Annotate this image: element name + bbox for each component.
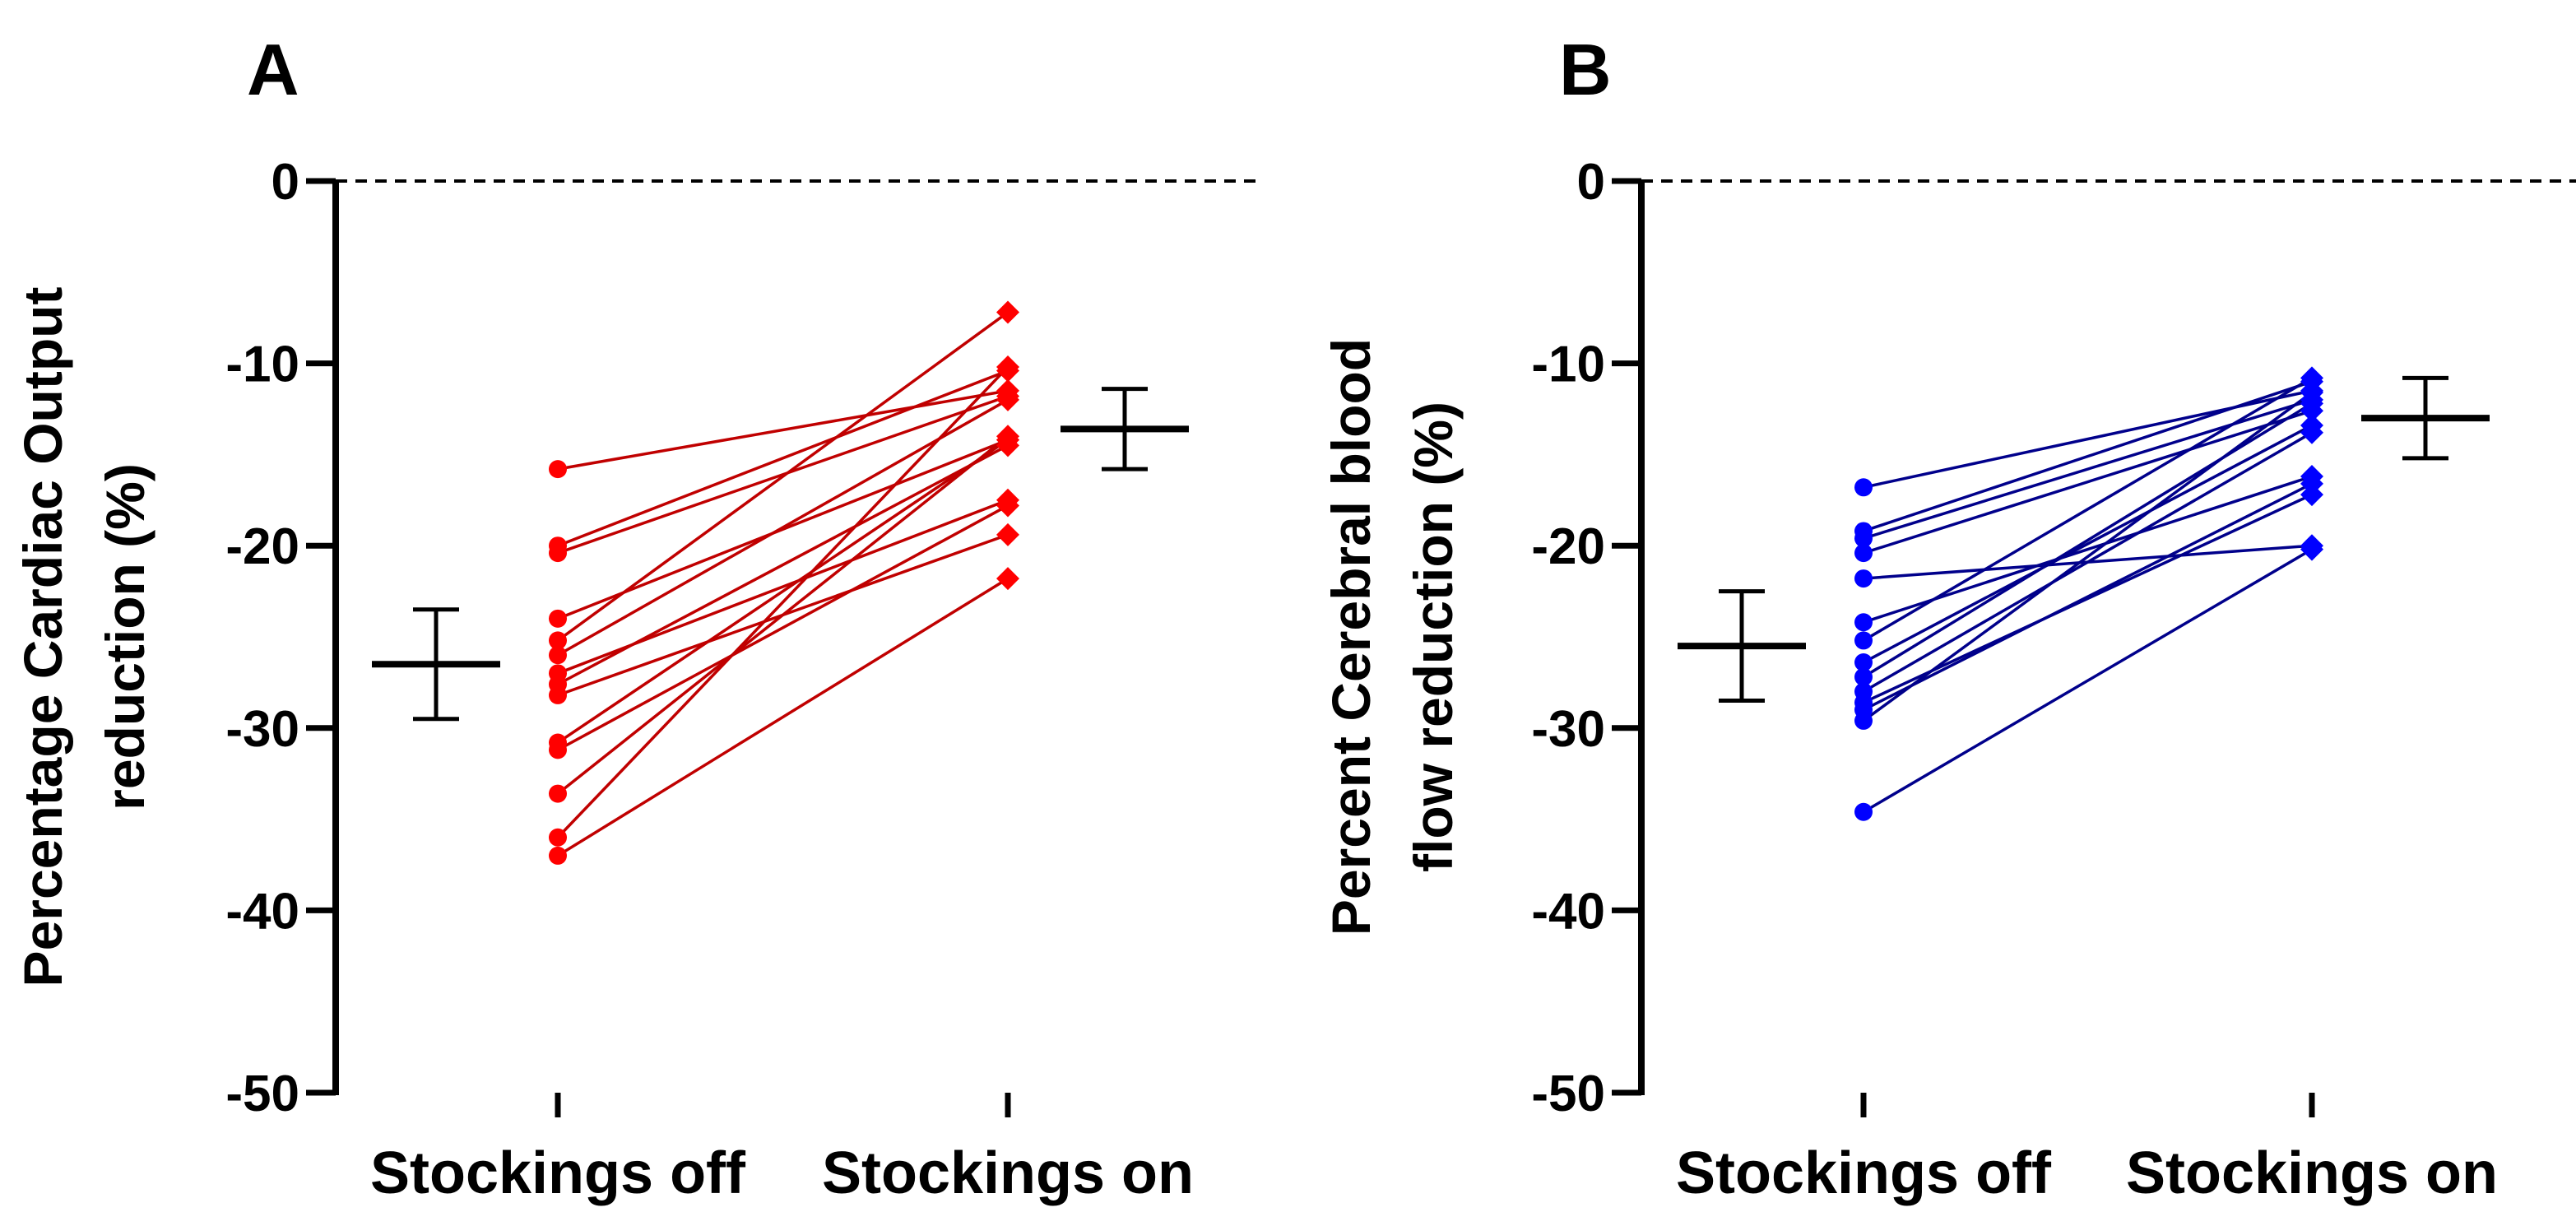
paired-line	[556, 434, 1010, 795]
y-tick-label: 0	[1577, 154, 1605, 211]
x-category-label: Stockings on	[2126, 1140, 2498, 1206]
x-category-label: Stockings off	[370, 1140, 746, 1206]
paired-line	[557, 369, 1009, 547]
data-point-on	[2300, 420, 2323, 444]
data-point-on	[2300, 537, 2323, 561]
y-tick-label: -20	[1531, 518, 1605, 575]
y-tick-label: -50	[225, 1066, 299, 1122]
summary-mean-error	[1678, 589, 1806, 704]
data-point-off	[549, 646, 567, 665]
paired-lines	[556, 311, 1010, 857]
data-points	[549, 300, 1019, 865]
paired-line	[1863, 493, 2313, 704]
data-points	[1854, 366, 2323, 821]
summary-mean-error	[372, 607, 500, 722]
paired-line	[557, 439, 1009, 744]
paired-line	[556, 365, 1010, 838]
data-point-off	[549, 544, 567, 563]
x-category-label: Stockings on	[822, 1140, 1194, 1206]
paired-line	[1863, 424, 2313, 664]
paired-line	[1863, 409, 2313, 555]
paired-line	[557, 439, 1009, 620]
paired-line	[556, 311, 1010, 642]
data-point-off	[549, 631, 567, 650]
paired-line	[1862, 391, 2314, 722]
y-axis-title: Percent Cerebral blood	[1320, 338, 1381, 936]
paired-line	[1863, 376, 2313, 642]
paired-line	[1863, 431, 2313, 693]
paired-line	[557, 389, 1009, 471]
data-point-on	[996, 425, 1019, 448]
data-point-off	[549, 741, 567, 759]
y-tick-label: 0	[272, 154, 299, 211]
data-point-off	[1854, 529, 1873, 548]
y-axis-title: Percentage Cardiac Output	[12, 287, 73, 987]
y-tick-label: -40	[1531, 883, 1605, 940]
paired-line	[1863, 548, 2313, 814]
y-tick-label: -10	[225, 337, 299, 393]
data-point-off	[1854, 653, 1873, 672]
panel-b: B 0 -10 -20 -30 -40 -50 Stockings off Stockings …	[1320, 29, 2576, 1206]
y-axis-title: reduction (%)	[95, 463, 155, 810]
data-point-on	[996, 522, 1019, 546]
y-axis-title: flow reduction (%)	[1403, 402, 1464, 872]
y-tick-label: -50	[1531, 1066, 1605, 1122]
paired-line	[557, 577, 1009, 857]
paired-line	[557, 504, 1009, 751]
data-point-on	[2300, 471, 2323, 495]
y-tick-label: -30	[1531, 701, 1605, 758]
x-category-label: Stockings off	[1676, 1140, 2052, 1206]
paired-line	[557, 398, 1009, 657]
panel-label: B	[1559, 29, 1612, 110]
data-point-off	[1854, 711, 1873, 730]
paired-line	[1863, 402, 2313, 679]
data-point-off	[549, 828, 567, 847]
paired-line	[1863, 380, 2313, 533]
panel-a: A 0 -10 -20 -30 -40 -50 Stockings off Stockings …	[12, 29, 1259, 1206]
data-point-off	[1854, 569, 1873, 588]
paired-lines	[1862, 376, 2314, 814]
y-tick-label: -10	[1531, 337, 1605, 393]
data-point-off	[549, 846, 567, 865]
summary-mean-error	[1061, 387, 1189, 471]
data-point-off	[1854, 544, 1873, 563]
data-point-off	[1854, 613, 1873, 632]
data-point-off	[549, 460, 567, 479]
panel-label: A	[247, 29, 299, 110]
data-point-off	[549, 685, 567, 704]
data-point-off	[1854, 802, 1873, 821]
y-tick-label: -30	[225, 701, 299, 758]
data-point-off	[1854, 478, 1873, 497]
data-point-on	[996, 388, 1019, 411]
paired-line	[557, 443, 1009, 686]
data-point-off	[1854, 631, 1873, 650]
paired-line	[1863, 482, 2313, 712]
data-point-on	[2300, 366, 2323, 390]
data-point-off	[1854, 667, 1873, 686]
data-point-on	[996, 355, 1019, 379]
data-point-on	[996, 494, 1019, 518]
data-point-on	[2300, 381, 2323, 405]
y-tick-label: -20	[225, 518, 299, 575]
paired-line	[557, 394, 1009, 555]
data-point-off	[549, 784, 567, 803]
data-point-on	[996, 300, 1019, 324]
data-point-on	[996, 567, 1019, 591]
summary-mean-error	[2361, 375, 2490, 461]
y-tick-label: -40	[225, 883, 299, 940]
data-point-off	[549, 609, 567, 628]
